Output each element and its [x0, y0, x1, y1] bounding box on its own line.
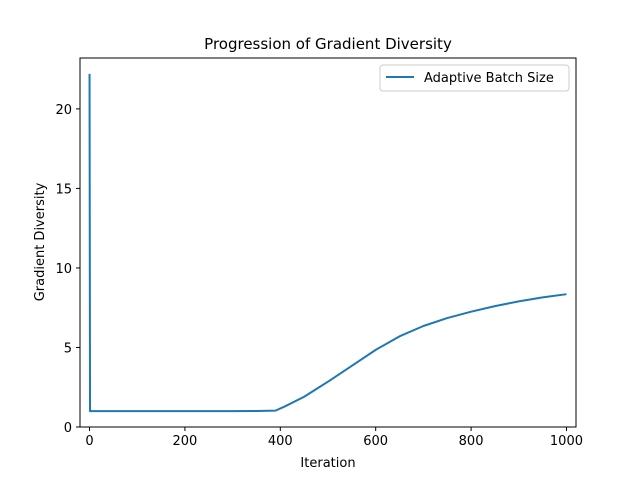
y-tick-label: 5 [64, 341, 72, 356]
x-axis-label: Iteration [300, 456, 355, 471]
y-tick-label: 15 [55, 182, 72, 197]
plot-series [88, 73, 567, 413]
x-tick-label: 400 [268, 434, 293, 449]
x-tick-label: 800 [459, 434, 484, 449]
chart-title: Progression of Gradient Diversity [204, 35, 452, 53]
x-tick-label: 1000 [550, 434, 583, 449]
y-tick-label: 10 [55, 262, 72, 277]
series-line [88, 73, 567, 413]
x-tick-label: 600 [363, 434, 388, 449]
legend-box [379, 64, 570, 92]
axis-ticks: 0 200 400 600 800 1000 0 5 10 15 20 [55, 103, 583, 449]
y-axis-label: Gradient Diversity [33, 182, 48, 301]
plot-frame [79, 57, 577, 428]
y-tick-label: 20 [55, 103, 72, 118]
x-tick-label: 0 [85, 434, 93, 449]
y-tick-label: 0 [64, 421, 72, 436]
legend: Adaptive Batch Size [379, 64, 570, 92]
x-tick-label: 200 [173, 434, 198, 449]
legend-label: Adaptive Batch Size [424, 71, 554, 86]
